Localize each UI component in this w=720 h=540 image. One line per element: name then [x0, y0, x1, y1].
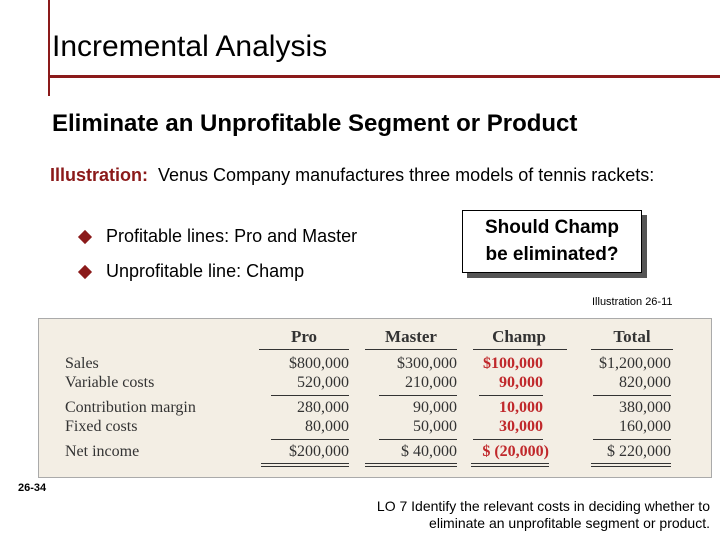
subtotal-rule [271, 395, 349, 396]
illustration-reference: Illustration 26-11 [592, 296, 673, 308]
total-double-rule [365, 466, 457, 467]
bullet-item: Profitable lines: Pro and Master [77, 226, 358, 247]
page-number: 26-34 [18, 482, 47, 494]
intro-label: Illustration: [50, 165, 148, 185]
cell-champ: $100,000 [483, 355, 543, 372]
learning-objective-line-2: eliminate an unprofitable segment or pro… [429, 515, 710, 531]
title-horizontal-rule [48, 75, 720, 78]
cell-master: 210,000 [405, 374, 457, 391]
header-underline [473, 349, 567, 350]
subtotal-rule [379, 395, 457, 396]
cell-total: 380,000 [619, 399, 671, 416]
learning-objective: LO 7 Identify the relevant costs in deci… [280, 498, 710, 532]
cell-total: $1,200,000 [599, 355, 671, 372]
cell-pro: 80,000 [305, 418, 349, 435]
cell-champ: 30,000 [499, 418, 543, 435]
subtotal-rule [593, 439, 671, 440]
cell-pro: $200,000 [289, 443, 349, 460]
cell-champ: $ (20,000) [482, 443, 549, 460]
total-double-rule [471, 463, 549, 464]
column-header-master: Master [385, 327, 437, 346]
row-label: Variable costs [65, 374, 155, 391]
header-underline [259, 349, 349, 350]
diamond-bullet-icon [77, 229, 93, 244]
cell-master: $ 40,000 [401, 443, 457, 460]
cell-pro: 520,000 [297, 374, 349, 391]
callout-line-2: be eliminated? [485, 244, 619, 265]
column-header-champ: Champ [492, 327, 546, 346]
row-label: Net income [65, 443, 140, 460]
bullet-item: Unprofitable line: Champ [77, 261, 305, 282]
total-double-rule [591, 466, 671, 467]
diamond-bullet-icon [77, 264, 93, 279]
cell-master: $300,000 [397, 355, 457, 372]
header-underline [591, 349, 673, 350]
cell-champ: 10,000 [499, 399, 543, 416]
row-label: Fixed costs [65, 418, 138, 435]
bullet-text: Unprofitable line: Champ [106, 261, 305, 281]
subtotal-rule [271, 439, 349, 440]
subtotal-rule [379, 439, 457, 440]
total-double-rule [365, 463, 457, 464]
cell-master: 50,000 [413, 418, 457, 435]
cell-pro: 280,000 [297, 399, 349, 416]
row-label: Sales [65, 355, 99, 372]
subtotal-rule [593, 395, 671, 396]
title-vertical-rule [48, 0, 50, 96]
cell-total: 160,000 [619, 418, 671, 435]
cell-total: 820,000 [619, 374, 671, 391]
total-double-rule [591, 463, 671, 464]
cell-master: 90,000 [413, 399, 457, 416]
column-header-pro: Pro [290, 327, 318, 346]
cell-pro: $800,000 [289, 355, 349, 372]
callout-line-1: Should Champ [484, 217, 620, 238]
intro-text: Venus Company manufactures three models … [158, 165, 655, 185]
intro-paragraph: Illustration: Venus Company manufactures… [50, 160, 670, 190]
total-double-rule [261, 466, 349, 467]
bullet-text: Profitable lines: Pro and Master [106, 226, 358, 246]
total-double-rule [471, 466, 549, 467]
subtotal-rule [479, 395, 543, 396]
row-label: Contribution margin [65, 399, 196, 416]
slide-subtitle: Eliminate an Unprofitable Segment or Pro… [52, 110, 578, 137]
callout-box: Should Champ be eliminated? [462, 210, 642, 273]
slide-title: Incremental Analysis [52, 30, 328, 63]
learning-objective-line-1: LO 7 Identify the relevant costs in deci… [376, 498, 710, 514]
cell-champ: 90,000 [499, 374, 543, 391]
subtotal-rule [473, 439, 543, 440]
header-underline [365, 349, 457, 350]
income-table: Pro Master Champ Total Sales $800,000 $3… [38, 318, 712, 478]
column-header-total: Total [613, 327, 651, 346]
cell-total: $ 220,000 [607, 443, 671, 460]
total-double-rule [261, 463, 349, 464]
